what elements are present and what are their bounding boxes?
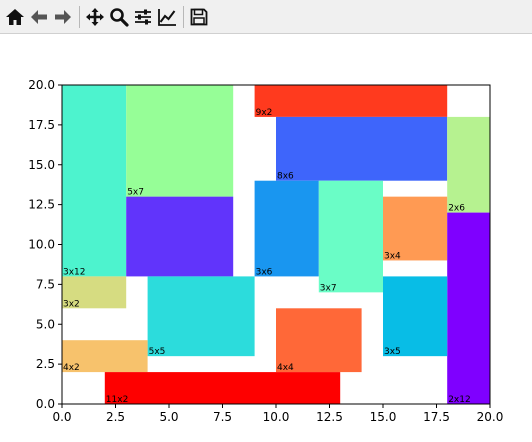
save-disk-icon[interactable] <box>188 5 210 29</box>
zoom-magnifier-icon[interactable] <box>108 5 130 29</box>
configure-subplots-icon[interactable] <box>132 5 154 29</box>
rect-3x4 <box>383 196 448 261</box>
x-tick-label: 15.0 <box>370 410 397 424</box>
rect-label: 3x12 <box>63 267 86 277</box>
y-tick-label: 10.0 <box>28 238 55 252</box>
rect-8x6 <box>276 116 448 181</box>
y-ticks: 0.0 2.5 5.0 7.5 10.0 12.5 15.0 17.5 20.0 <box>28 78 62 411</box>
rect-label: 2x6 <box>448 204 465 214</box>
y-tick-label: 0.0 <box>36 397 55 411</box>
rect-4x4 <box>276 308 362 373</box>
y-tick-label: 7.5 <box>36 277 55 291</box>
x-tick-label: 0.0 <box>52 410 71 424</box>
rect-label: 5x5 <box>149 347 166 357</box>
x-tick-label: 2.5 <box>106 410 125 424</box>
rect-label: 5x7 <box>127 188 144 198</box>
toolbar-separator <box>79 5 80 28</box>
rects-layer <box>62 85 490 404</box>
x-tick-label: 10.0 <box>263 410 290 424</box>
rect-label: 9x2 <box>256 108 273 118</box>
labels-layer: 3x12 5x7 9x2 8x6 2x6 3x6 3x7 3x4 2x12 3x2 5x5 3x5 4x… <box>63 108 471 405</box>
home-icon[interactable] <box>4 5 26 29</box>
toolbar-separator <box>183 5 184 28</box>
edit-axis-lines-icon[interactable] <box>156 5 178 29</box>
y-tick-label: 2.5 <box>36 357 55 371</box>
forward-arrow-icon[interactable] <box>52 5 74 29</box>
rect-2x12 <box>447 212 490 404</box>
rect-label: 4x2 <box>63 363 80 373</box>
y-tick-label: 12.5 <box>28 198 55 212</box>
rect-label: 8x6 <box>277 172 294 182</box>
rect-3x5 <box>383 276 448 357</box>
x-tick-label: 7.5 <box>213 410 232 424</box>
x-ticks: 0.0 2.5 5.0 7.5 10.0 12.5 15.0 17.5 20.0 <box>52 404 503 424</box>
rect-3x6 <box>254 180 319 277</box>
y-tick-label: 17.5 <box>28 118 55 132</box>
rect-label: 3x6 <box>256 267 273 277</box>
rect-11x2 <box>104 372 341 404</box>
y-tick-label: 5.0 <box>36 317 55 331</box>
matplotlib-toolbar <box>0 0 532 34</box>
y-tick-label: 15.0 <box>28 158 55 172</box>
x-tick-label: 12.5 <box>316 410 343 424</box>
rect-label: 3x5 <box>384 347 401 357</box>
x-tick-label: 5.0 <box>159 410 178 424</box>
back-arrow-icon[interactable] <box>28 5 50 29</box>
rect-3x2 <box>62 276 127 309</box>
rectangle-packing-chart: 3x12 5x7 9x2 8x6 2x6 3x6 3x7 3x4 2x12 3x2 5x5 3x5 4x… <box>28 78 503 424</box>
rect-9x2 <box>254 85 448 117</box>
x-tick-label: 20.0 <box>477 410 504 424</box>
rect-label: 3x7 <box>320 283 337 293</box>
x-tick-label: 17.5 <box>423 410 450 424</box>
rect-label: 11x2 <box>106 395 129 405</box>
rect-5x7 <box>126 85 234 197</box>
rect-3x12 <box>62 85 127 277</box>
rect-label: 4x4 <box>277 363 294 373</box>
rect-label: 2x12 <box>448 395 471 405</box>
rect-label: 3x4 <box>384 251 401 261</box>
rect-3x7 <box>318 180 383 293</box>
rect-4x2 <box>62 340 148 373</box>
plot-area: 3x12 5x7 9x2 8x6 2x6 3x6 3x7 3x4 2x12 3x2 5x5 3x5 4x… <box>0 34 532 438</box>
y-tick-label: 20.0 <box>28 78 55 92</box>
rect-unlabeled-5 <box>126 196 234 277</box>
rect-5x5 <box>147 276 255 357</box>
pan-move-icon[interactable] <box>84 5 106 29</box>
rect-2x6 <box>447 116 490 213</box>
rect-label: 3x2 <box>63 299 80 309</box>
